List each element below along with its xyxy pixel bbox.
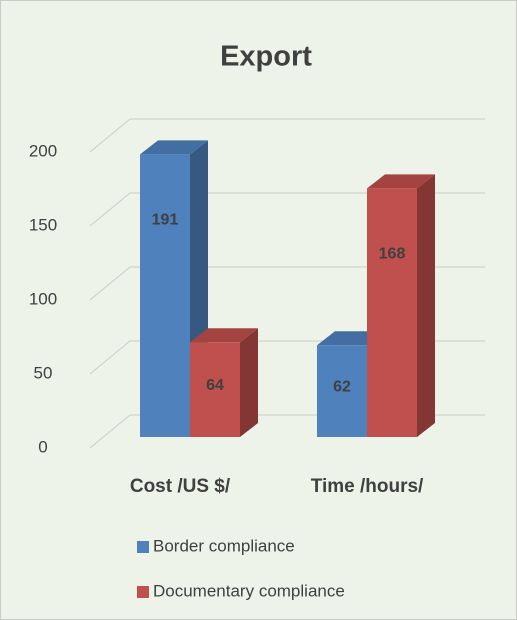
legend-label: Documentary compliance — [153, 581, 345, 600]
bar-top — [367, 174, 435, 189]
bar — [317, 345, 367, 437]
bar-side — [417, 174, 435, 438]
data-label: 62 — [333, 378, 351, 395]
legend-swatch — [137, 541, 149, 553]
legend-swatch — [137, 586, 149, 598]
bar-top — [140, 140, 208, 155]
bar — [140, 154, 190, 437]
data-label: 168 — [379, 246, 406, 263]
y-tick-label: 50 — [34, 363, 53, 382]
data-label: 64 — [206, 377, 224, 394]
bar-side — [240, 328, 258, 437]
bar — [190, 342, 240, 437]
grid-line — [89, 118, 485, 153]
y-tick-label: 150 — [29, 215, 57, 234]
y-tick-label: 200 — [29, 141, 57, 160]
bar — [367, 188, 417, 437]
bar-top — [190, 328, 258, 343]
chart-title: Export — [220, 41, 312, 73]
x-tick-label: Cost /US $/ — [130, 476, 231, 497]
y-tick-label: 100 — [29, 289, 57, 308]
legend-label: Border compliance — [153, 536, 295, 555]
y-tick-label: 0 — [38, 437, 47, 456]
grid-line — [89, 266, 485, 301]
x-tick-label: Time /hours/ — [311, 476, 424, 497]
data-label: 191 — [152, 212, 179, 229]
grid-line — [89, 192, 485, 227]
